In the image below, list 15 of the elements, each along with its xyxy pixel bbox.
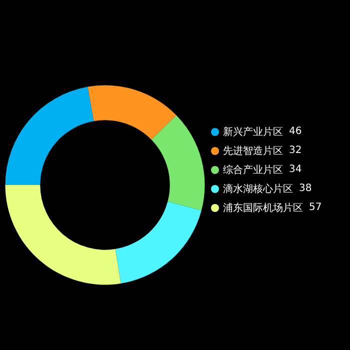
legend-label: 滴水湖核心片区 <box>223 182 293 196</box>
legend-label: 先进智造片区 <box>223 144 283 158</box>
legend-label: 综合产业片区 <box>223 164 283 176</box>
data-label: 57 <box>309 202 322 213</box>
donut-slice <box>115 202 202 284</box>
data-label: 38 <box>299 183 312 194</box>
legend-label: 浦东国际机场片区 <box>223 202 303 214</box>
data-label: 34 <box>289 164 302 175</box>
legend-label: 新兴产业片区 <box>223 126 283 138</box>
donut-slice <box>5 86 94 185</box>
data-label: 46 <box>289 126 302 137</box>
data-label: 32 <box>289 145 302 156</box>
donut-slice <box>88 85 176 140</box>
donut-slice <box>151 115 205 210</box>
donut-slice <box>5 184 121 285</box>
